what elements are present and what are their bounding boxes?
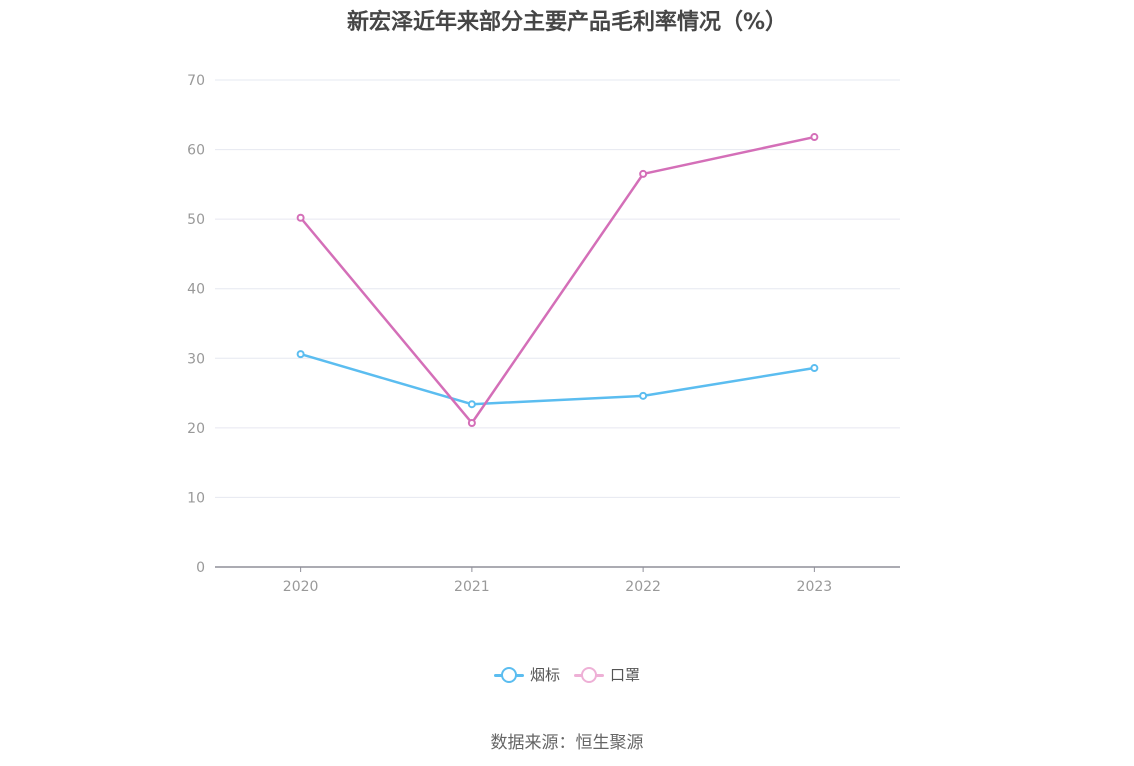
line-chart: 0 10 20 30 40 50 60 70 2020 2021 2022 2023	[187, 73, 900, 595]
y-tick-label: 40	[187, 282, 205, 298]
y-tick-label: 30	[187, 351, 205, 367]
data-points	[296, 133, 819, 427]
series-line-0	[300, 352, 815, 406]
legend-label: 口罩	[610, 666, 641, 684]
x-tick-label: 2021	[454, 579, 490, 595]
legend-swatch-icon	[574, 665, 604, 685]
data-point[interactable]	[296, 213, 305, 222]
data-point[interactable]	[467, 400, 476, 409]
data-point[interactable]	[467, 418, 476, 427]
data-point[interactable]	[639, 391, 648, 400]
x-tick-label: 2022	[625, 579, 661, 595]
y-tick-label: 20	[187, 421, 205, 437]
data-point[interactable]	[810, 364, 819, 373]
x-tick-label: 2023	[797, 579, 833, 595]
y-tick-label: 0	[196, 560, 205, 576]
x-tick-label: 2020	[283, 579, 319, 595]
legend-item-cigarette-label[interactable]: 烟标	[493, 664, 560, 685]
legend-swatch-icon	[493, 665, 524, 685]
data-point[interactable]	[639, 169, 648, 178]
y-tick-label: 10	[187, 490, 205, 506]
y-tick-label: 70	[187, 73, 205, 89]
data-source-note: 数据来源：恒生聚源	[490, 733, 644, 753]
series-line-1	[299, 135, 815, 425]
legend-item-mask[interactable]: 口罩	[574, 664, 640, 685]
series-lines	[299, 135, 815, 425]
data-point[interactable]	[810, 133, 819, 142]
legend: 烟标 口罩	[0, 664, 1134, 685]
chart-title: 新宏泽近年来部分主要产品毛利率情况（%）	[346, 10, 788, 35]
y-tick-label: 60	[187, 143, 205, 159]
legend-label: 烟标	[529, 666, 560, 684]
y-tick-label: 50	[187, 212, 205, 228]
gridlines	[215, 79, 900, 498]
data-point[interactable]	[296, 350, 305, 359]
axes: 0 10 20 30 40 50 60 70 2020 2021 2022 2023	[187, 73, 900, 595]
